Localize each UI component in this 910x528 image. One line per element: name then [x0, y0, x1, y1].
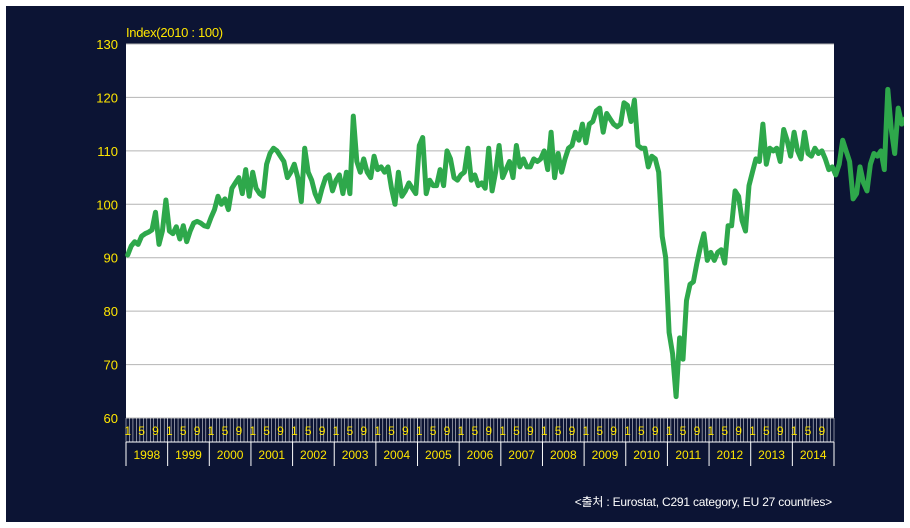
x-tick-label: 1 — [124, 424, 131, 438]
x-tick-label: 5 — [763, 424, 770, 438]
x-tick-label: 1 — [624, 424, 631, 438]
x-tick-label: 9 — [735, 424, 742, 438]
plot-area — [126, 44, 834, 418]
x-tick-label: 1 — [249, 424, 256, 438]
y-tick-label: 100 — [96, 197, 118, 212]
x-tick-label: 9 — [152, 424, 159, 438]
x-tick-label: 9 — [235, 424, 242, 438]
x-tick-label: 1 — [707, 424, 714, 438]
x-tick-label: 5 — [305, 424, 312, 438]
x-tick-label: 9 — [652, 424, 659, 438]
year-label: 2011 — [675, 448, 701, 462]
year-label: 2009 — [592, 448, 619, 462]
y-tick-label: 60 — [104, 411, 118, 426]
y-tick-label: 90 — [104, 251, 118, 266]
x-tick-label: 5 — [222, 424, 229, 438]
x-tick-label: 1 — [208, 424, 215, 438]
x-tick-label: 5 — [638, 424, 645, 438]
x-tick-label: 1 — [583, 424, 590, 438]
series-line — [125, 86, 904, 400]
y-tick-label: 130 — [96, 37, 118, 52]
year-label: 1998 — [133, 448, 160, 462]
x-tick-label: 9 — [402, 424, 409, 438]
year-label: 1999 — [175, 448, 202, 462]
x-tick-label: 1 — [416, 424, 423, 438]
year-label: 2006 — [467, 448, 494, 462]
x-tick-label: 9 — [694, 424, 701, 438]
x-tick-label: 5 — [471, 424, 478, 438]
x-tick-label: 9 — [360, 424, 367, 438]
series-layer — [125, 86, 904, 400]
year-label: 2012 — [717, 448, 744, 462]
x-tick-label: 5 — [180, 424, 187, 438]
x-tick-label: 9 — [277, 424, 284, 438]
year-label: 2002 — [300, 448, 327, 462]
y-tick-label: 70 — [104, 358, 118, 373]
year-label: 2003 — [342, 448, 369, 462]
year-label: 2008 — [550, 448, 577, 462]
x-tick-label: 5 — [555, 424, 562, 438]
x-tick-label: 5 — [263, 424, 270, 438]
x-tick-label: 5 — [388, 424, 395, 438]
source-note: <출처 : Eurostat, C291 category, EU 27 cou… — [574, 495, 832, 509]
year-label: 2000 — [217, 448, 244, 462]
x-tick-label: 9 — [569, 424, 576, 438]
x-tick-label: 5 — [430, 424, 437, 438]
y-axis-title: Index(2010 : 100) — [126, 25, 223, 40]
x-tick-label: 9 — [194, 424, 201, 438]
year-label: 2001 — [258, 448, 285, 462]
x-tick-label: 1 — [499, 424, 506, 438]
x-tick-label: 1 — [333, 424, 340, 438]
x-tick-label: 5 — [721, 424, 728, 438]
x-tick-label: 5 — [680, 424, 687, 438]
y-axis: 60 70 80 90 100 110 120 130 — [96, 37, 118, 426]
x-tick-label: 1 — [666, 424, 673, 438]
x-tick-label: 9 — [610, 424, 617, 438]
x-tick-label: 5 — [513, 424, 520, 438]
x-tick-label: 1 — [291, 424, 298, 438]
x-tick-label: 5 — [596, 424, 603, 438]
year-label: 2005 — [425, 448, 452, 462]
year-label: 2010 — [633, 448, 660, 462]
year-label: 2004 — [383, 448, 410, 462]
x-tick-label: 1 — [749, 424, 756, 438]
y-tick-label: 110 — [97, 144, 118, 159]
x-tick-label: 5 — [347, 424, 354, 438]
y-tick-label: 80 — [104, 304, 118, 319]
x-tick-label: 9 — [527, 424, 534, 438]
y-tick-label: 120 — [96, 90, 118, 105]
x-tick-label: 9 — [319, 424, 326, 438]
x-tick-label: 1 — [166, 424, 173, 438]
year-label: 2014 — [800, 448, 827, 462]
x-tick-label: 9 — [777, 424, 784, 438]
year-label: 2007 — [508, 448, 535, 462]
x-tick-label: 9 — [444, 424, 451, 438]
x-tick-label: 5 — [805, 424, 812, 438]
x-tick-label: 9 — [819, 424, 826, 438]
chart-frame: 1 5 9 1998 1 5 9 1999 1 5 9 2000 1 5 9 2001 1 5 9 2002 1 5 9 20… — [6, 6, 904, 522]
x-tick-label: 9 — [485, 424, 492, 438]
x-tick-label: 1 — [374, 424, 381, 438]
year-label: 2013 — [758, 448, 785, 462]
x-tick-label: 1 — [458, 424, 465, 438]
x-tick-label: 1 — [791, 424, 798, 438]
x-tick-label: 1 — [541, 424, 548, 438]
x-tick-label: 5 — [138, 424, 145, 438]
